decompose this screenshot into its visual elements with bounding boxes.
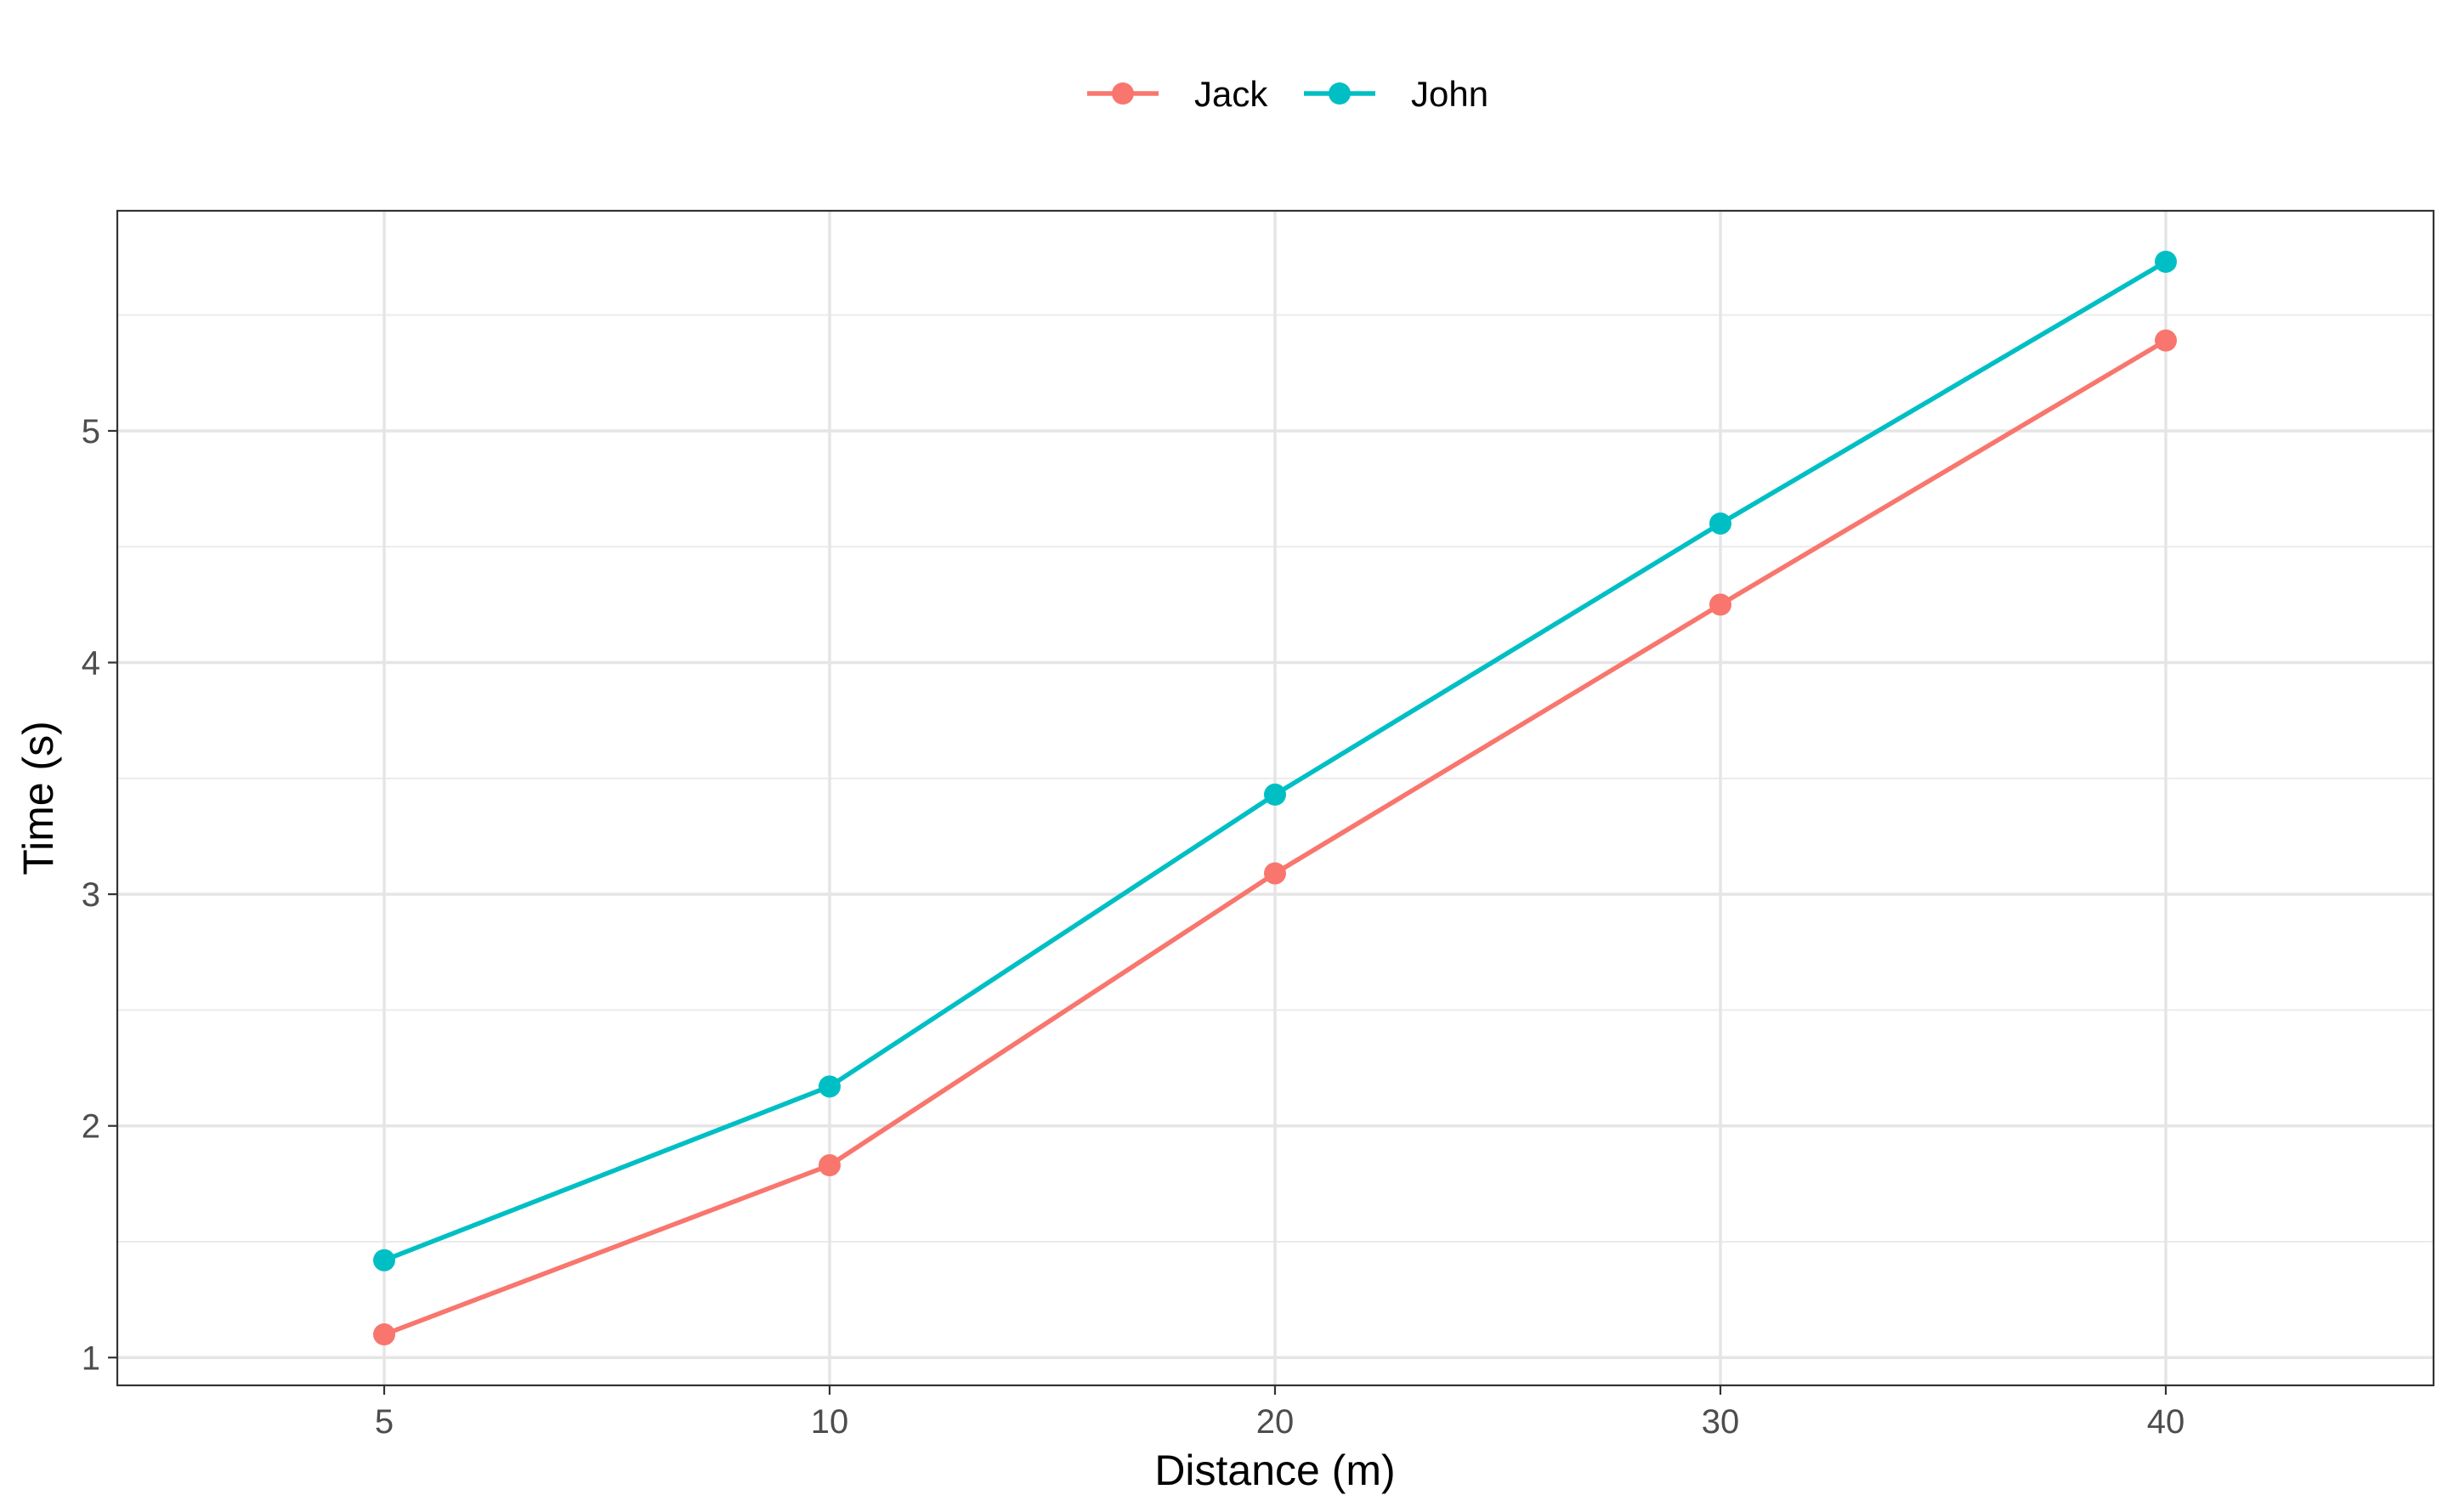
legend-label-jack: Jack [1194,74,1268,114]
y-tick-label: 4 [82,645,100,682]
y-tick-label: 3 [82,876,100,914]
y-tick-label: 2 [82,1108,100,1146]
y-axis-title: Time (s) [14,721,62,875]
legend: Jack John [1087,74,1488,114]
data-point-john [2155,250,2177,273]
x-tick-label: 10 [811,1403,849,1441]
axis-ticks [108,429,2168,1395]
tick-labels: 1 2 3 4 5 5 10 20 30 40 [82,413,2185,1441]
data-point-jack [819,1154,841,1177]
data-point-john [373,1249,395,1271]
x-tick-label: 20 [1256,1403,1295,1441]
data-point-jack [373,1323,395,1346]
legend-label-john: John [1411,74,1488,114]
data-point-jack [2155,329,2177,352]
x-tick-label: 5 [375,1403,394,1441]
y-tick-label: 5 [82,413,100,450]
data-point-john [1264,783,1286,806]
legend-key-point-john [1329,82,1351,105]
x-tick-label: 40 [2147,1403,2185,1441]
y-tick-label: 1 [82,1339,100,1377]
x-tick-label: 30 [1702,1403,1740,1441]
data-point-jack [1709,593,1731,616]
data-point-john [1709,512,1731,535]
x-axis-title: Distance (m) [1154,1447,1395,1494]
series-layer [373,250,2177,1346]
data-point-john [819,1075,841,1098]
data-point-jack [1264,862,1286,885]
legend-key-point-jack [1112,82,1134,105]
